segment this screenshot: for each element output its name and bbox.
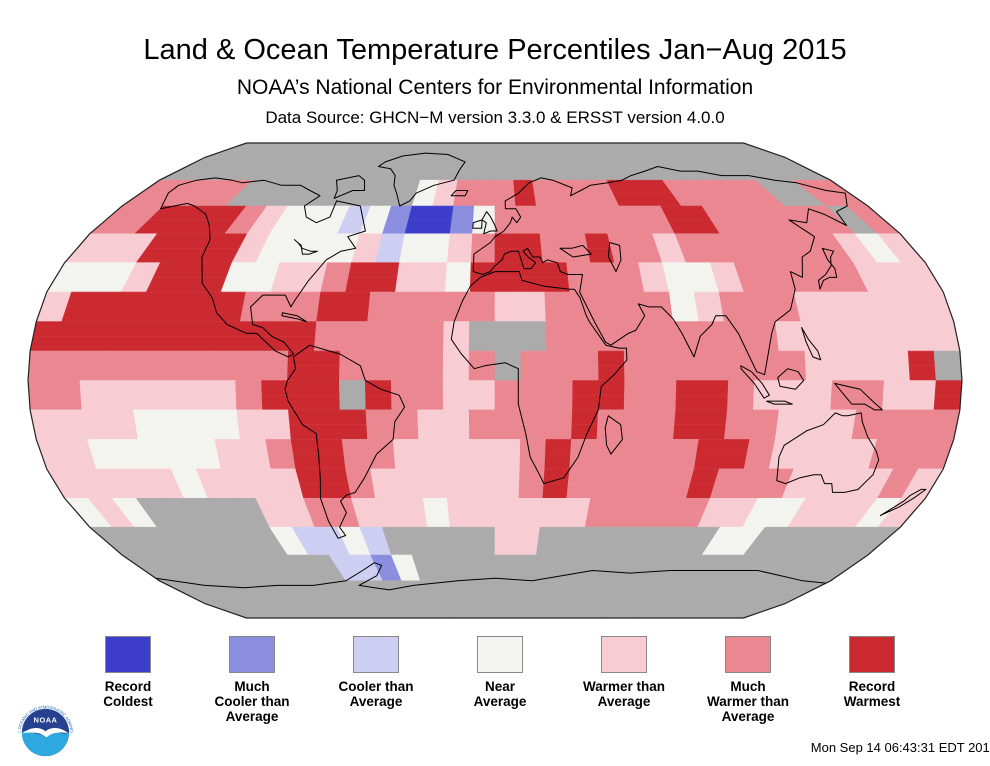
generation-timestamp: Mon Sep 14 06:43:31 EDT 2015	[810, 740, 990, 755]
graticule-lines	[28, 149, 962, 612]
legend-item-much-cooler: Much Cooler than Average	[190, 636, 314, 724]
legend-swatch-near-average	[477, 636, 523, 673]
legend-swatch-record-warmest	[849, 636, 895, 673]
legend-label: Cooler than Average	[338, 679, 414, 709]
legend-item-much-warmer: Much Warmer than Average	[686, 636, 810, 724]
legend-swatch-warmer	[601, 636, 647, 673]
legend-swatch-much-warmer	[725, 636, 771, 673]
legend-label: Much Warmer than Average	[706, 679, 789, 724]
legend-item-near-average: Near Average	[438, 636, 562, 724]
logo-noaa-text: NOAA	[34, 716, 58, 725]
data-source-line: Data Source: GHCN−M version 3.3.0 & ERSS…	[265, 108, 725, 127]
legend-item-record-warmest: Record Warmest	[810, 636, 934, 724]
legend-swatch-much-cooler	[229, 636, 275, 673]
legend-swatch-record-coldest	[105, 636, 151, 673]
subtitle: NOAA’s National Centers for Environmenta…	[236, 76, 754, 99]
legend-label: Warmer than Average	[582, 679, 665, 709]
legend-label: Record Warmest	[843, 679, 901, 709]
color-legend: Record Coldest Much Cooler than Average …	[66, 636, 934, 724]
legend-label: Much Cooler than Average	[214, 679, 290, 724]
map-outline	[27, 142, 963, 619]
page-title: Land & Ocean Temperature Percentiles Jan…	[143, 34, 847, 66]
legend-item-warmer: Warmer than Average	[562, 636, 686, 724]
legend-swatch-cooler	[353, 636, 399, 673]
noaa-logo: NATIONAL OCEANIC AND ATMOSPHERIC ADMINIS…	[14, 701, 77, 764]
legend-item-record-coldest: Record Coldest	[66, 636, 190, 724]
logo-globe-bottom	[21, 730, 70, 757]
legend-label: Record Coldest	[103, 679, 153, 709]
coastlines	[155, 152, 927, 591]
logo-seagull-icon	[22, 728, 69, 738]
figure-header: Land & Ocean Temperature Percentiles Jan…	[0, 34, 990, 128]
legend-label: Near Average	[473, 679, 527, 709]
legend-item-cooler: Cooler than Average	[314, 636, 438, 724]
